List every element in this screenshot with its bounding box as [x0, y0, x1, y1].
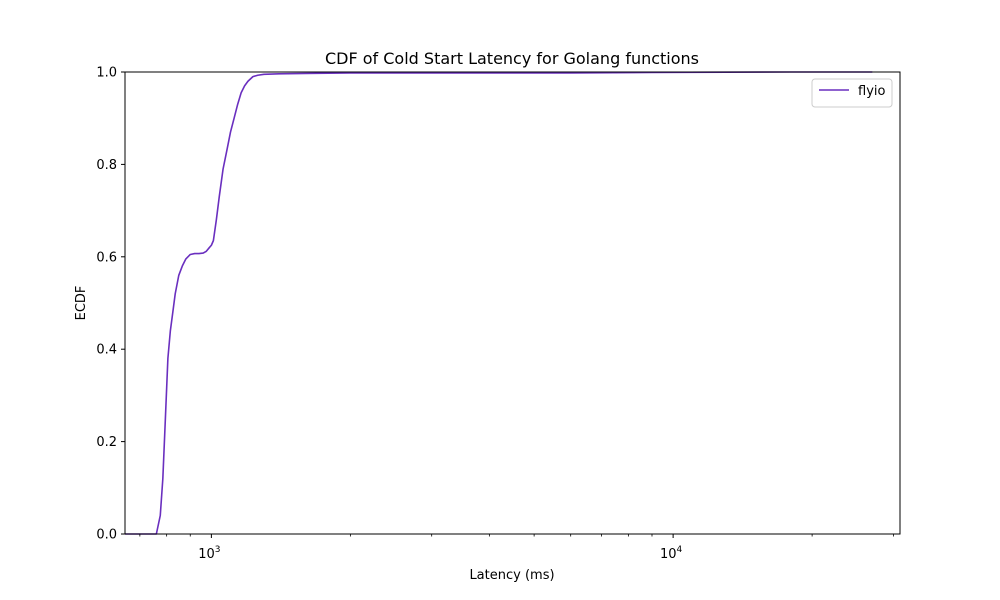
x-tick-label: 103 [198, 545, 220, 562]
x-axis: 103 104 [139, 534, 894, 562]
y-tick-label: 0.6 [96, 250, 117, 265]
y-axis: 0.0 0.2 0.4 0.6 0.8 1.0 [96, 66, 125, 543]
legend: flyio [811, 78, 893, 108]
y-tick-label: 0.8 [96, 158, 117, 173]
series-line-flyio [125, 71, 873, 535]
y-tick-label: 0.4 [96, 343, 117, 358]
y-axis-label: ECDF [74, 286, 89, 321]
chart-title: CDF of Cold Start Latency for Golang fun… [325, 49, 699, 68]
x-axis-label: Latency (ms) [469, 568, 554, 583]
legend-box [811, 78, 893, 108]
y-tick-label: 0.2 [96, 435, 117, 450]
x-tick-label: 104 [660, 545, 683, 562]
plot-area [125, 71, 873, 535]
y-tick-label: 0.0 [96, 528, 117, 543]
plot-frame [124, 71, 901, 535]
y-tick-label: 1.0 [96, 66, 117, 81]
legend-label: flyio [858, 84, 885, 99]
